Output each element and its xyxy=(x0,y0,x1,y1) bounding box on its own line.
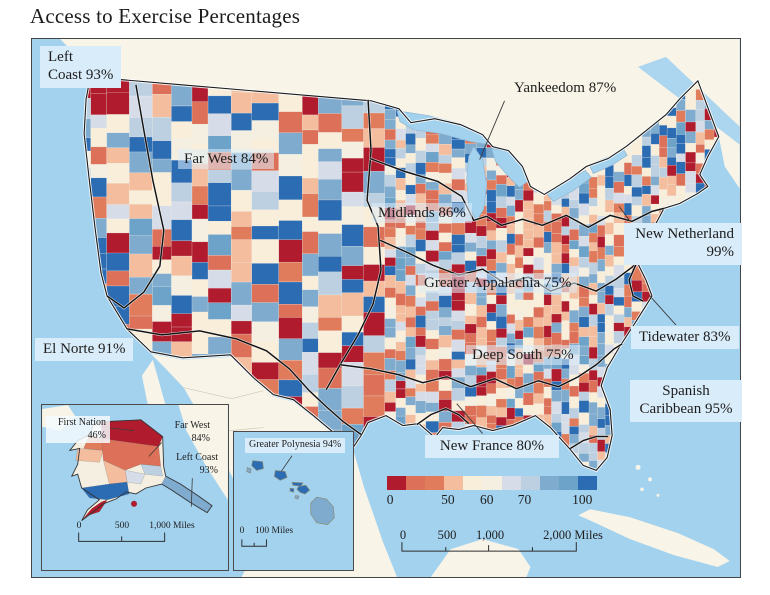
legend-tick-label: 100 xyxy=(572,492,593,507)
region-label-spanish-caribbean: Spanish Caribbean 95% xyxy=(630,380,742,422)
legend-swatch xyxy=(444,476,464,490)
hawaii-inset: Greater Polynesia 94% 0 100 Miles xyxy=(233,431,354,571)
bahamas-island xyxy=(648,477,653,482)
region-label-line: Yankeedom 87% xyxy=(514,80,617,96)
canada-land xyxy=(60,39,740,195)
bahamas-island xyxy=(656,493,660,497)
region-label-midlands: Midlands 86% xyxy=(372,203,472,224)
canada-land xyxy=(178,405,228,500)
region-label-line: New France 80% xyxy=(439,438,545,454)
legend-tick-labels: 0 50 60 70 100 xyxy=(387,492,597,508)
alaska-outline xyxy=(68,419,213,521)
region-label-line: New Netherland xyxy=(635,226,734,242)
hawaii-map xyxy=(234,432,353,570)
region-label-greater-appalachia: Greater Appalachia 75% xyxy=(418,273,578,294)
legend-swatch xyxy=(406,476,426,490)
region-label-line: Left xyxy=(48,49,73,65)
region-label-line: Coast 93% xyxy=(48,67,114,84)
main-scalebar: 0 500 1,000 2,000 Miles xyxy=(32,528,742,543)
hawaii-scalebar-bracket xyxy=(241,539,267,547)
scalebar-tick-label: 2,000 Miles xyxy=(543,528,603,542)
region-label-line: Spanish xyxy=(662,383,710,399)
alaska-scalebar: 0 500 1,000 Miles xyxy=(42,405,228,570)
legend-tick-label: 0 xyxy=(386,492,394,507)
yucatan-land xyxy=(430,539,531,577)
inset-label-far-west: Far West 84% xyxy=(164,420,210,445)
map-frame: Left Coast 93% Far West 84% Yankeedom 87… xyxy=(31,38,742,578)
legend-tick-label: 50 xyxy=(441,492,455,507)
legend-swatch xyxy=(558,476,578,490)
inset-label-line: 46% xyxy=(87,429,106,441)
scalebar-tick-label: 500 xyxy=(437,528,457,542)
scalebar-tick-label: 500 xyxy=(114,521,130,531)
region-label-line: 99% xyxy=(706,244,735,261)
inset-label-greater-polynesia: Greater Polynesia 94% xyxy=(245,438,346,453)
inset-label-line: 84% xyxy=(191,432,210,444)
region-label-far-west: Far West 84% xyxy=(178,149,275,170)
legend-swatch xyxy=(482,476,502,490)
region-label-new-netherland: New Netherland 99% xyxy=(624,223,742,265)
scalebar-tick-label: 1,000 Miles xyxy=(149,521,195,531)
region-label-new-france: New France 80% xyxy=(425,435,559,459)
inset-label-left-coast: Left Coast 93% xyxy=(172,452,218,477)
scalebar-tick-label: 0 xyxy=(76,521,82,531)
region-label-line: Midlands 86% xyxy=(378,205,466,221)
scalebar-tick-label: 100 Miles xyxy=(254,526,294,536)
inset-label-line: Left Coast xyxy=(176,452,218,463)
bahamas-island xyxy=(640,487,644,492)
region-label-line: El Norte 91% xyxy=(43,341,126,357)
legend-tick-label: 70 xyxy=(517,492,532,507)
label-leader-lines xyxy=(456,100,677,434)
alaska-scalebar-bracket xyxy=(78,532,166,542)
legend-swatch xyxy=(501,476,521,490)
region-label-yankeedom: Yankeedom 87% xyxy=(514,79,616,97)
inset-label-line: Greater Polynesia 94% xyxy=(249,439,342,450)
kodiak-island xyxy=(130,500,138,507)
region-label-line: Greater Appalachia 75% xyxy=(424,275,572,291)
region-label-el-norte: El Norte 91% xyxy=(35,338,134,362)
legend-color-ramp xyxy=(387,476,598,490)
region-label-line: Far West 84% xyxy=(184,151,269,167)
scalebar-tick-label: 0 xyxy=(239,526,245,536)
cuba-land xyxy=(578,509,730,568)
inset-label-first-nation: First Nation 46% xyxy=(46,416,110,443)
alaska-inset: First Nation 46% Far West 84% Left Coast… xyxy=(41,404,229,571)
legend-swatch xyxy=(539,476,559,490)
legend-swatch xyxy=(520,476,540,490)
inset-label-line: First Nation xyxy=(57,417,106,428)
map-title: Access to Exercise Percentages xyxy=(30,4,301,28)
bahamas-island xyxy=(635,464,641,470)
region-label-tidewater: Tidewater 83% xyxy=(631,326,739,350)
region-label-line: Deep South 75% xyxy=(472,347,574,363)
scalebar-tick-label: 1,000 xyxy=(475,528,505,542)
legend-swatch xyxy=(463,476,483,490)
hawaii-islands xyxy=(246,460,335,525)
region-label-deep-south: Deep South 75% xyxy=(466,345,580,366)
inset-label-line: Far West xyxy=(174,420,210,431)
region-label-line: Tidewater 83% xyxy=(639,329,731,345)
scalebar-tick-label: 0 xyxy=(399,528,407,542)
legend-tick-label: 60 xyxy=(480,492,494,507)
us-outline xyxy=(83,72,720,472)
inset-leader-line xyxy=(280,455,293,472)
hawaii-scalebar: 0 100 Miles xyxy=(234,432,353,570)
inset-label-line: 93% xyxy=(199,464,218,476)
ocean xyxy=(234,432,353,570)
legend-swatch xyxy=(425,476,445,490)
region-label-line: Caribbean 95% xyxy=(639,401,733,418)
legend-swatch xyxy=(387,476,407,490)
legend-swatch xyxy=(577,476,598,490)
main-scalebar-bracket xyxy=(401,542,577,552)
region-label-left-coast: Left Coast 93% xyxy=(40,46,122,88)
